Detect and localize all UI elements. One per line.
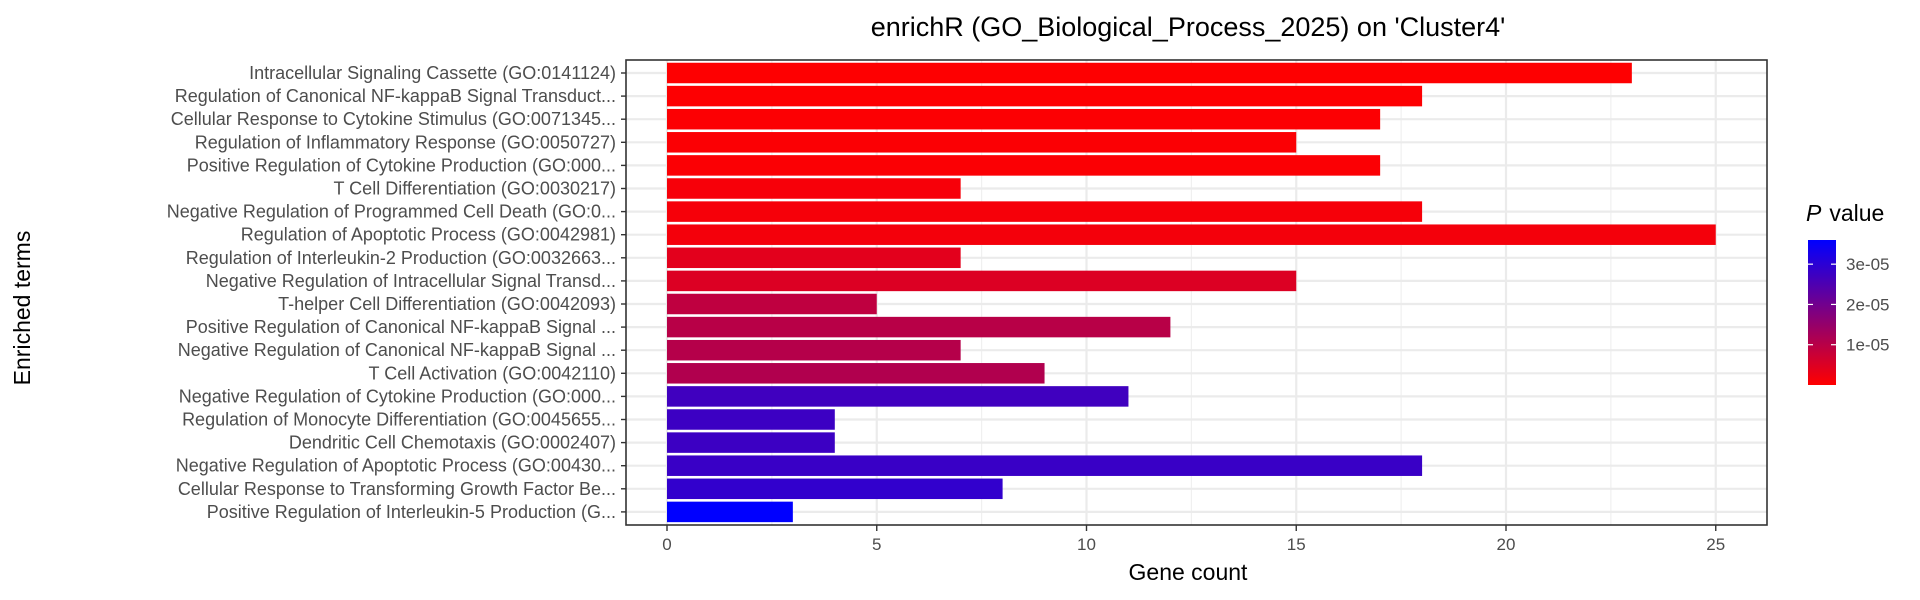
x-axis-title: Gene count — [1129, 559, 1249, 585]
bar — [667, 293, 877, 315]
x-tick-label: 15 — [1287, 535, 1306, 554]
chart-title: enrichR (GO_Biological_Process_2025) on … — [871, 12, 1506, 42]
term-label: Dendritic Cell Chemotaxis (GO:0002407) — [289, 433, 616, 453]
y-axis-title: Enriched terms — [9, 231, 35, 386]
legend-ticks: 1e-05 2e-05 3e-05 — [1808, 255, 1889, 355]
term-labels: Intracellular Signaling Cassette (GO:014… — [167, 63, 626, 522]
term-label: Intracellular Signaling Cassette (GO:014… — [249, 63, 616, 83]
legend-tick-label: 3e-05 — [1846, 255, 1889, 274]
x-tick-label: 10 — [1077, 535, 1096, 554]
x-tick-label: 0 — [662, 535, 671, 554]
bar — [667, 247, 961, 269]
bar — [667, 316, 1171, 338]
bar-series — [667, 62, 1716, 523]
term-label: Negative Regulation of Intracellular Sig… — [206, 271, 616, 291]
x-axis-ticks: 0 5 10 15 20 25 — [625, 59, 1768, 554]
term-label: Positive Regulation of Canonical NF-kapp… — [186, 317, 616, 337]
x-tick-label: 5 — [872, 535, 881, 554]
bar — [667, 432, 835, 453]
legend-title-italic: P — [1806, 200, 1822, 226]
term-label: Negative Regulation of Apoptotic Process… — [176, 456, 616, 476]
bar — [667, 455, 1423, 476]
bar — [667, 339, 961, 361]
term-label: Negative Regulation of Cytokine Producti… — [179, 386, 616, 406]
term-label: Positive Regulation of Interleukin-5 Pro… — [207, 502, 616, 522]
bar — [667, 108, 1381, 130]
bar — [667, 386, 1129, 407]
bar — [667, 132, 1297, 153]
term-label: Negative Regulation of Programmed Cell D… — [167, 202, 616, 222]
term-label: Cellular Response to Transforming Growth… — [178, 479, 616, 499]
panel-border — [625, 59, 1768, 526]
bar — [667, 85, 1423, 107]
bar — [667, 178, 961, 199]
legend-color-bar — [1808, 240, 1836, 385]
term-label: T-helper Cell Differentiation (GO:004209… — [278, 294, 616, 314]
bar — [667, 270, 1297, 292]
x-tick-label: 20 — [1497, 535, 1516, 554]
bar — [667, 409, 835, 430]
panel-background — [626, 60, 1767, 525]
term-label: Regulation of Canonical NF-kappaB Signal… — [175, 86, 616, 106]
bar — [667, 501, 793, 523]
bar — [667, 478, 1003, 500]
legend-tick-label: 1e-05 — [1846, 336, 1889, 355]
bar — [667, 224, 1716, 245]
bar — [667, 201, 1423, 222]
term-label: Negative Regulation of Canonical NF-kapp… — [178, 340, 616, 360]
bar — [667, 363, 1045, 384]
term-label: Regulation of Monocyte Differentiation (… — [182, 410, 616, 430]
term-label: Cellular Response to Cytokine Stimulus (… — [171, 109, 616, 129]
bar — [667, 155, 1381, 176]
term-label: Regulation of Interleukin-2 Production (… — [186, 248, 616, 268]
term-label: Positive Regulation of Cytokine Producti… — [187, 155, 616, 175]
legend-tick-label: 2e-05 — [1846, 295, 1889, 314]
x-tick-label: 25 — [1706, 535, 1725, 554]
term-label: Regulation of Inflammatory Response (GO:… — [195, 132, 616, 152]
legend-title-rest: value — [1829, 200, 1884, 226]
plot-panel — [626, 60, 1767, 525]
term-label: Regulation of Apoptotic Process (GO:0042… — [241, 225, 616, 245]
bar — [667, 62, 1632, 84]
term-label: T Cell Activation (GO:0042110) — [369, 363, 616, 383]
term-label: T Cell Differentiation (GO:0030217) — [334, 179, 616, 199]
